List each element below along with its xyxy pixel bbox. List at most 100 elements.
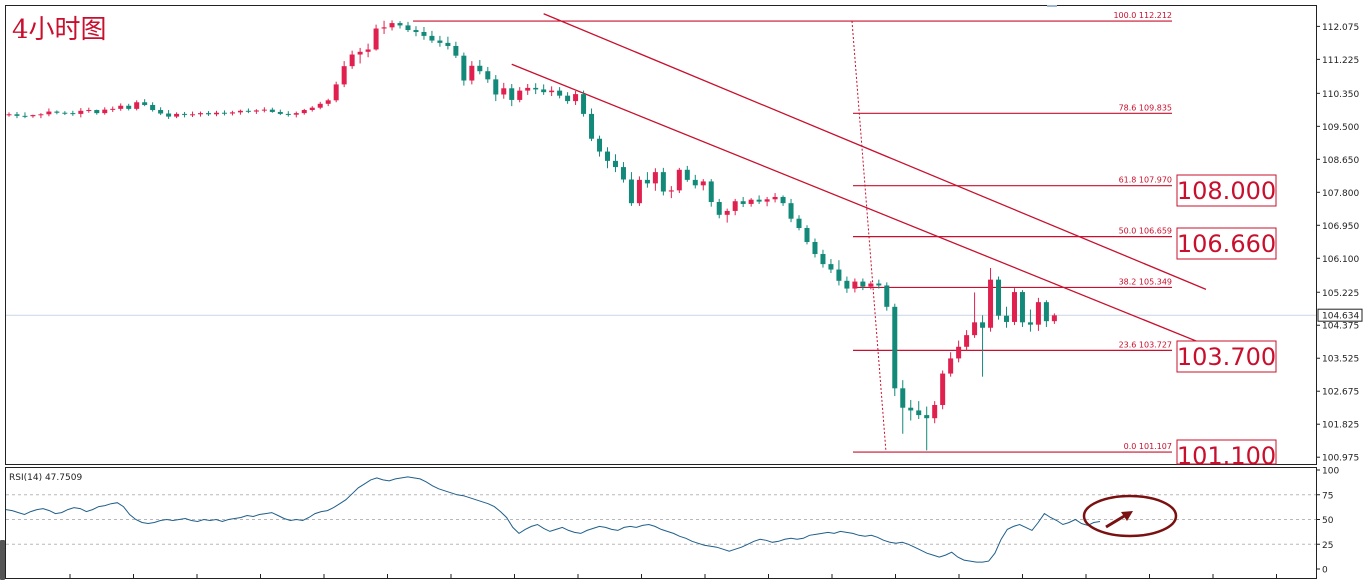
rsi-axis-tick-label: 50	[1322, 516, 1334, 526]
candle-body	[940, 373, 946, 406]
candle-body	[30, 115, 36, 117]
candle-body	[78, 110, 84, 114]
candle-body	[381, 27, 387, 29]
fib-level-label: 61.8 107.970	[1119, 176, 1172, 185]
candle-body	[988, 279, 994, 328]
candle-body	[660, 172, 666, 192]
candle-body	[533, 87, 539, 90]
candle-body	[956, 346, 962, 359]
candle-body	[900, 388, 906, 408]
candle-body	[365, 49, 371, 52]
candle-body	[605, 151, 610, 161]
rsi-annotation-arrow-shaft	[1105, 513, 1127, 529]
candle-body	[581, 94, 587, 114]
price-axis-tick-label: 102.675	[1322, 388, 1359, 398]
candle-body	[908, 407, 914, 411]
candle-body	[190, 114, 196, 116]
candle-body	[932, 405, 938, 419]
candle-body	[54, 111, 60, 113]
candle-body	[788, 203, 794, 219]
price-axis-tick-label: 104.375	[1322, 322, 1359, 332]
candle-body	[868, 283, 874, 287]
candle-body	[341, 66, 347, 85]
price-axis-tick-label: 103.525	[1322, 355, 1359, 365]
candle-body	[836, 269, 842, 281]
candle-body	[636, 179, 642, 204]
key-level-label: 106.660	[1177, 230, 1276, 258]
candle-body	[724, 210, 730, 215]
fib-level-label: 78.6 109.835	[1119, 103, 1172, 112]
candle-body	[413, 30, 419, 33]
candle-body	[182, 113, 188, 115]
candle-body	[269, 109, 275, 112]
rsi-axis-tick-label: 100	[1322, 467, 1339, 477]
candle-body	[756, 199, 762, 202]
candle-body	[676, 169, 682, 191]
candle-body	[589, 113, 595, 139]
key-level-box	[1176, 439, 1277, 465]
channel-lower-line	[511, 63, 1223, 353]
candle-body	[22, 115, 28, 117]
candle-body	[445, 42, 451, 46]
price-axis-tick-label: 108.650	[1322, 156, 1359, 166]
candle-body	[46, 111, 52, 115]
candle-body	[461, 55, 467, 81]
candle-body	[158, 110, 164, 114]
key-level-box	[1176, 340, 1277, 373]
candle-body	[421, 32, 427, 36]
candle-body	[493, 79, 499, 95]
candle-body	[293, 113, 299, 115]
rsi-axis-tick-label: 0	[1322, 566, 1328, 576]
key-level-label: 108.000	[1177, 177, 1276, 205]
candle-body	[772, 196, 778, 200]
candle-body	[14, 114, 20, 116]
candle-body	[333, 84, 339, 101]
key-level-label: 103.700	[1177, 343, 1276, 371]
key-level-label: 101.100	[1177, 442, 1276, 470]
candle-body	[213, 112, 219, 115]
candle-body	[892, 306, 898, 389]
left-scroll-handle	[0, 540, 5, 580]
candle-body	[1011, 292, 1017, 322]
candle-body	[748, 199, 754, 204]
price-axis-tick-label: 100.975	[1322, 454, 1359, 464]
candle-body	[166, 113, 172, 117]
candle-body	[1035, 302, 1041, 325]
candle-body	[668, 190, 674, 192]
fib-level-label: 38.2 105.349	[1119, 277, 1172, 286]
candle-body	[150, 104, 156, 111]
candle-body	[253, 110, 259, 112]
candle-body	[118, 105, 124, 109]
candle-body	[301, 110, 307, 114]
rsi-title: RSI(14) 47.7509	[9, 473, 82, 483]
candle-body	[852, 281, 858, 289]
candle-body	[134, 102, 140, 109]
candle-body	[1051, 315, 1057, 322]
candle-body	[1019, 292, 1025, 323]
candle-body	[620, 167, 626, 180]
candle-body	[405, 25, 411, 31]
candle-body	[453, 45, 459, 56]
candle-body	[285, 113, 291, 115]
candle-body	[469, 65, 475, 81]
current-price-badge: 104.634	[1317, 308, 1363, 322]
price-axis-tick-label: 107.800	[1322, 189, 1359, 199]
candle-body	[796, 218, 802, 229]
candle-body	[429, 35, 435, 41]
candle-body	[541, 89, 547, 93]
candle-body	[804, 228, 810, 242]
candle-body	[828, 264, 834, 270]
candle-body	[692, 179, 698, 186]
candle-body	[261, 109, 267, 111]
candle-body	[652, 172, 658, 184]
candle-body	[477, 65, 483, 72]
candle-body	[389, 23, 395, 28]
candle-body	[517, 90, 523, 100]
candle-body	[948, 358, 954, 374]
candle-body	[612, 160, 618, 168]
candle-body	[126, 105, 132, 109]
candle-body	[525, 87, 531, 91]
candle-body	[708, 181, 714, 203]
candle-body	[549, 90, 555, 93]
key-level-box	[1176, 174, 1277, 207]
